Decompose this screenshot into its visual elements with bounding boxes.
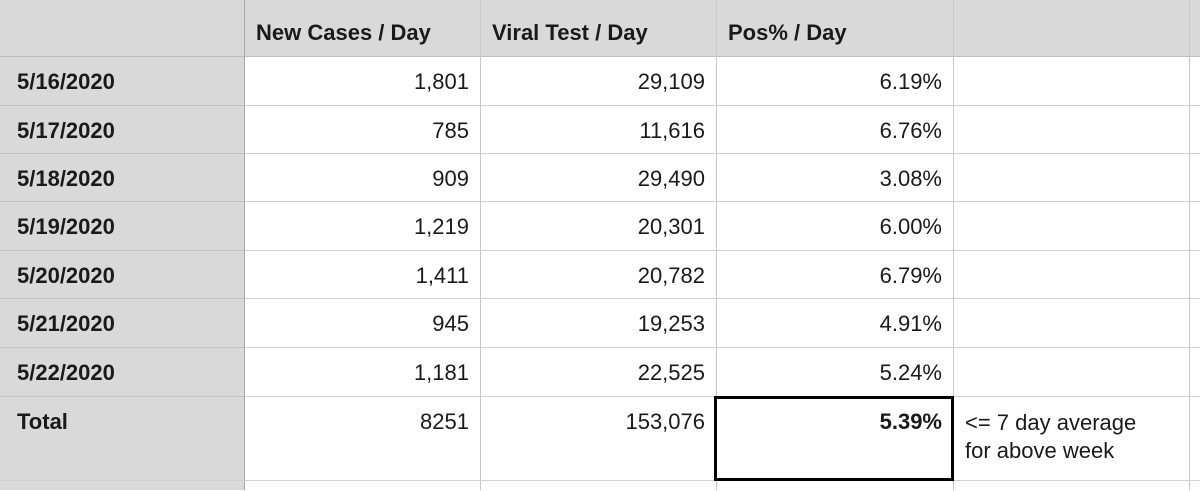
total-viral-tests-cell[interactable]: 153,076 bbox=[625, 409, 705, 434]
viral-tests-cell[interactable]: 29,109 bbox=[480, 57, 716, 106]
viral-tests-cell[interactable]: 19,253 bbox=[480, 299, 716, 348]
new-cases-cell[interactable]: 1,801 bbox=[244, 57, 480, 106]
row-date-cell[interactable]: 5/22/2020 bbox=[0, 348, 244, 397]
pos-pct-cell[interactable]: 6.19% bbox=[716, 57, 953, 106]
empty-cell[interactable] bbox=[953, 348, 1200, 397]
pos-pct-cell[interactable]: 6.76% bbox=[716, 106, 953, 154]
new-cases-cell[interactable]: 945 bbox=[244, 299, 480, 348]
viral-tests-cell[interactable]: 20,301 bbox=[480, 202, 716, 251]
grid-line bbox=[716, 0, 717, 490]
viral-tests-cell[interactable]: 29,490 bbox=[480, 154, 716, 202]
total-label-cell[interactable]: Total bbox=[0, 397, 244, 480]
grid-line bbox=[480, 0, 481, 490]
row-date-cell[interactable]: 5/18/2020 bbox=[0, 154, 244, 202]
column-header-empty[interactable] bbox=[953, 0, 1189, 57]
row-date-cell[interactable]: 5/21/2020 bbox=[0, 299, 244, 348]
row-date-cell[interactable]: 5/16/2020 bbox=[0, 57, 244, 106]
new-cases-cell[interactable]: 785 bbox=[244, 106, 480, 154]
column-header-overflow bbox=[1189, 0, 1200, 57]
pos-pct-cell[interactable]: 4.91% bbox=[716, 299, 953, 348]
empty-cell[interactable] bbox=[953, 106, 1200, 154]
column-header-viral-tests[interactable]: Viral Test / Day bbox=[480, 0, 716, 57]
empty-cell[interactable] bbox=[953, 57, 1200, 106]
empty-cell[interactable] bbox=[953, 154, 1200, 202]
average-note-line-2: for above week bbox=[965, 438, 1115, 463]
total-pos-pct-cell[interactable]: 5.39% bbox=[879, 409, 942, 434]
empty-cell[interactable] bbox=[953, 299, 1200, 348]
pos-pct-cell[interactable]: 6.00% bbox=[716, 202, 953, 251]
next-row-strip bbox=[0, 480, 1200, 491]
total-new-cases-cell[interactable]: 8251 bbox=[420, 409, 469, 434]
row-date-cell[interactable]: 5/20/2020 bbox=[0, 251, 244, 299]
header-corner-cell[interactable] bbox=[0, 0, 244, 57]
selected-cell-border[interactable] bbox=[714, 396, 954, 481]
empty-cell[interactable] bbox=[953, 202, 1200, 251]
viral-tests-cell[interactable]: 22,525 bbox=[480, 348, 716, 397]
grid-line bbox=[1189, 0, 1190, 490]
viral-tests-cell[interactable]: 11,616 bbox=[480, 106, 716, 154]
next-row-header bbox=[0, 481, 244, 490]
new-cases-cell[interactable]: 909 bbox=[244, 154, 480, 202]
grid-line bbox=[953, 0, 954, 490]
viral-tests-cell[interactable]: 20,782 bbox=[480, 251, 716, 299]
new-cases-cell[interactable]: 1,219 bbox=[244, 202, 480, 251]
average-note-line-1: <= 7 day average bbox=[965, 410, 1137, 435]
column-header-new-cases[interactable]: New Cases / Day bbox=[244, 0, 480, 57]
empty-cell[interactable] bbox=[953, 251, 1200, 299]
pos-pct-cell[interactable]: 6.79% bbox=[716, 251, 953, 299]
row-date-cell[interactable]: 5/19/2020 bbox=[0, 202, 244, 251]
new-cases-cell[interactable]: 1,411 bbox=[244, 251, 480, 299]
pos-pct-cell[interactable]: 5.24% bbox=[716, 348, 953, 397]
row-date-cell[interactable]: 5/17/2020 bbox=[0, 106, 244, 154]
pos-pct-cell[interactable]: 3.08% bbox=[716, 154, 953, 202]
grid-line bbox=[244, 0, 245, 490]
new-cases-cell[interactable]: 1,181 bbox=[244, 348, 480, 397]
column-header-pos-pct[interactable]: Pos% / Day bbox=[716, 0, 953, 57]
